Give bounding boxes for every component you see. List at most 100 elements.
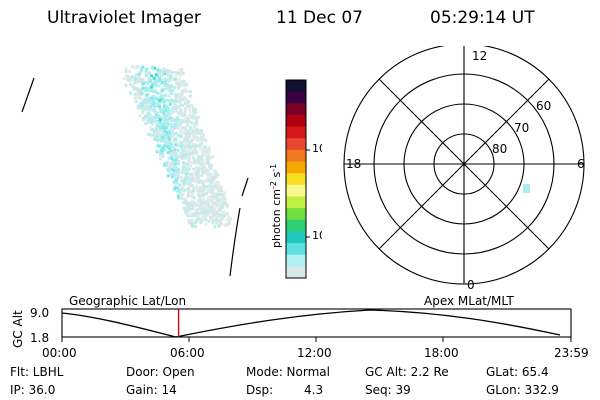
emission-pixel (157, 144, 161, 148)
emission-pixel (185, 206, 189, 210)
timeline-y-label: GC Alt (11, 310, 25, 348)
emission-pixel (176, 148, 180, 152)
emission-pixel (192, 111, 196, 115)
emission-pixel (216, 211, 220, 215)
emission-pixel (194, 111, 198, 114)
emission-pixel (172, 166, 176, 170)
emission-pixel (183, 110, 187, 114)
colorbar-unit: photon cm-2 s-1 (269, 164, 283, 248)
emission-pixel (199, 206, 203, 210)
emission-pixel (148, 103, 152, 107)
emission-pixel (208, 190, 212, 194)
emission-pixel (193, 203, 197, 206)
emission-pixel (153, 110, 157, 114)
polar-label-12: 12 (472, 49, 487, 63)
emission-pixel (164, 87, 168, 91)
emission-pixel (203, 147, 207, 151)
emission-pixel (178, 83, 182, 87)
emission-pixel (211, 185, 215, 188)
emission-pixel (176, 123, 180, 127)
emission-pixel (165, 130, 169, 134)
emission-pixel (179, 175, 183, 179)
emission-pixel (212, 208, 216, 212)
emission-pixel (187, 129, 191, 133)
colorbar-band (286, 196, 306, 209)
emission-pixel (181, 104, 185, 108)
emission-pixel (185, 132, 188, 136)
emission-pixel (188, 167, 192, 171)
emission-pixel (175, 83, 179, 87)
emission-pixel (191, 134, 195, 138)
emission-pixel (161, 144, 165, 148)
emission-pixel (169, 74, 173, 78)
emission-pixel (189, 139, 193, 143)
emission-pixel (203, 170, 207, 174)
emission-pixel (141, 78, 145, 82)
emission-pixel (191, 183, 194, 187)
gain-status: Gain: 14 (126, 383, 177, 397)
emission-pixel (148, 101, 152, 105)
emission-pixel (141, 65, 145, 69)
emission-pixel (218, 219, 222, 223)
emission-pixel (129, 82, 132, 86)
emission-pixel (184, 135, 188, 139)
emission-pixel (190, 161, 194, 165)
emission-pixel (206, 206, 210, 210)
emission-pixel (154, 125, 158, 129)
emission-pixel (166, 141, 170, 145)
emission-pixel (180, 67, 184, 71)
emission-pixel (185, 140, 189, 144)
emission-pixel (183, 197, 187, 201)
emission-pixel (192, 158, 196, 162)
polar-label-80: 80 (492, 142, 507, 156)
emission-pixel (198, 167, 202, 171)
emission-pixel (173, 139, 177, 143)
emission-pixel (161, 87, 165, 91)
emission-pixel (157, 124, 161, 128)
emission-pixel (144, 69, 148, 73)
emission-pixel (153, 138, 157, 141)
x-tick-1800: 18:00 (424, 346, 459, 360)
emission-pixel (177, 71, 180, 75)
emission-pixel (227, 215, 230, 219)
emission-pixel (165, 136, 168, 140)
emission-pixel (184, 107, 188, 111)
glat-status: GLat: 65.4 (486, 365, 549, 379)
emission-pixel (152, 102, 156, 106)
emission-pixel (156, 68, 160, 72)
emission-pixel (199, 163, 203, 167)
x-tick-1200: 12:00 (297, 346, 332, 360)
x-tick-2359: 23:59 (554, 346, 589, 360)
emission-pixel (185, 179, 189, 183)
emission-pixel (152, 82, 156, 86)
emission-pixel (179, 145, 183, 149)
gc-alt-status: GC Alt: 2.2 Re (365, 365, 449, 379)
emission-pixel (145, 87, 149, 91)
auroral-emission (122, 65, 232, 229)
emission-pixel (207, 200, 211, 204)
emission-pixel (182, 83, 186, 87)
emission-pixel (186, 193, 190, 197)
emission-pixel (190, 224, 194, 228)
emission-pixel (190, 199, 194, 203)
emission-pixel (191, 105, 195, 109)
emission-pixel (167, 85, 171, 89)
emission-pixel (164, 126, 168, 130)
emission-pixel (174, 152, 178, 156)
emission-pixel (195, 166, 199, 170)
emission-pixel (216, 213, 220, 217)
emission-pixel (145, 72, 149, 76)
emission-pixel (167, 169, 171, 173)
emission-pixel (183, 155, 187, 159)
emission-pixel (154, 103, 158, 107)
emission-pixel (188, 94, 192, 98)
emission-pixel (186, 213, 190, 217)
emission-pixel (175, 81, 179, 85)
emission-pixel (187, 114, 191, 118)
emission-pixel (148, 97, 152, 101)
emission-pixel (190, 176, 194, 180)
emission-pixel (144, 122, 148, 125)
emission-pixel (220, 200, 224, 204)
emission-pixel (219, 198, 223, 202)
emission-pixel (200, 174, 204, 178)
